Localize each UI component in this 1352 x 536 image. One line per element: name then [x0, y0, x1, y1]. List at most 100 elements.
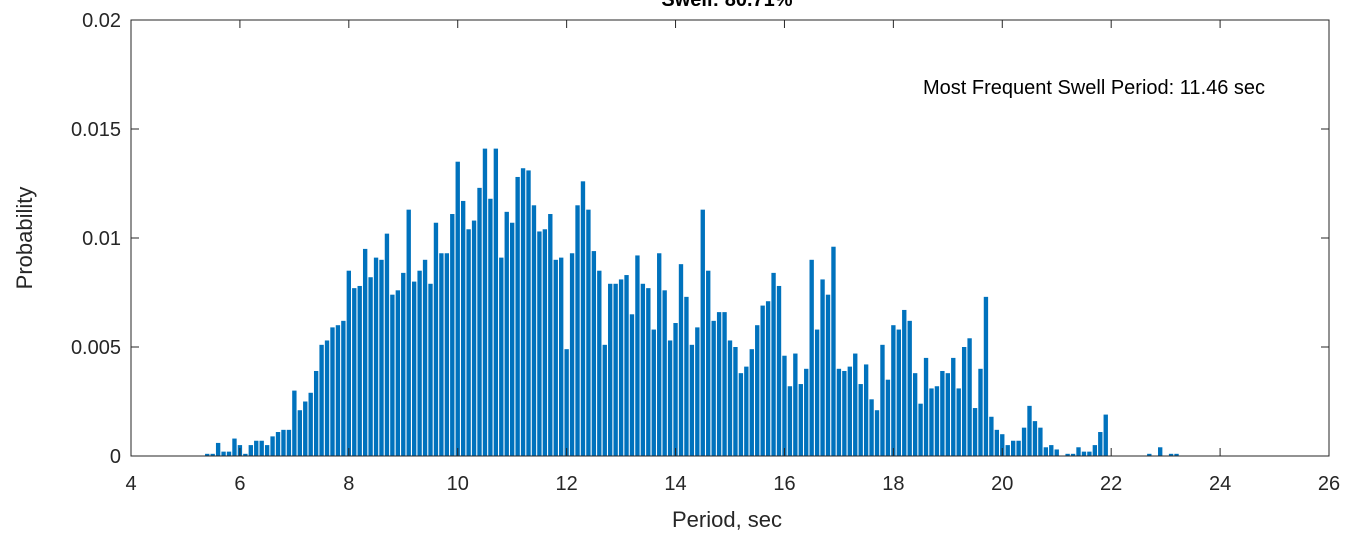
- histogram-bar: [564, 349, 569, 456]
- histogram-bar: [978, 368, 983, 456]
- histogram-bar: [1054, 449, 1059, 456]
- histogram-bar: [902, 309, 907, 456]
- histogram-bar: [793, 353, 798, 456]
- histogram-bar: [765, 301, 771, 456]
- y-axis-ticks: 0 0.005 0.01 0.015 0.02: [71, 10, 1329, 468]
- histogram-bar: [961, 347, 967, 456]
- histogram-bar: [923, 357, 929, 456]
- histogram-bar: [706, 270, 711, 456]
- histogram-bar: [243, 453, 248, 456]
- histogram-bar: [847, 366, 852, 456]
- histogram-bar: [651, 329, 656, 456]
- histogram-bar: [613, 283, 618, 456]
- histogram-bar: [439, 253, 444, 456]
- histogram-bar: [1065, 453, 1070, 456]
- histogram-bar: [210, 453, 215, 456]
- histogram-bar: [678, 264, 684, 456]
- histogram-bar: [700, 209, 705, 456]
- histogram-bar: [842, 370, 847, 456]
- x-axis-ticks: 4 6 8 10 12 14 16 18 20 22 24 26: [125, 20, 1340, 495]
- histogram-bar: [945, 373, 950, 456]
- histogram-bar: [205, 453, 210, 456]
- histogram-bar: [825, 294, 831, 456]
- histogram-bar: [460, 200, 466, 456]
- y-tick-label: 0.02: [82, 10, 121, 32]
- histogram-bar: [667, 340, 673, 456]
- histogram-bar: [711, 320, 716, 456]
- histogram-bar: [401, 272, 406, 456]
- histogram-bar: [885, 379, 891, 456]
- histogram-bar: [444, 253, 450, 456]
- histogram-bar: [395, 290, 401, 456]
- histogram-bar: [907, 320, 912, 456]
- histogram-bar: [814, 329, 820, 456]
- histogram-bar: [618, 279, 624, 456]
- histogram-bar: [983, 296, 989, 456]
- histogram-bar: [254, 440, 259, 456]
- histogram-bar: [368, 277, 373, 456]
- histogram-bar: [929, 388, 934, 456]
- histogram-bars: [205, 148, 1179, 457]
- histogram-bar: [1147, 453, 1152, 456]
- histogram-bar: [624, 275, 629, 456]
- histogram-bar: [836, 368, 842, 456]
- histogram-bar: [722, 312, 727, 456]
- histogram-bar: [292, 390, 297, 456]
- histogram-bar: [1038, 427, 1043, 456]
- histogram-bar: [286, 429, 292, 456]
- histogram-bar: [749, 349, 754, 456]
- histogram-bar: [863, 364, 869, 456]
- chart-title: Swell: 80.71%: [661, 0, 792, 11]
- histogram-bar: [297, 410, 302, 456]
- histogram-bar: [1076, 447, 1081, 456]
- histogram-bar: [1010, 440, 1016, 456]
- histogram-bar: [1043, 447, 1049, 456]
- histogram-bar: [787, 386, 793, 456]
- histogram-bar: [357, 285, 362, 456]
- x-tick-label: 20: [991, 473, 1013, 495]
- histogram-bar: [831, 246, 836, 456]
- histogram-bar: [934, 386, 940, 456]
- histogram-bar: [994, 429, 1000, 456]
- histogram-bar: [1032, 421, 1038, 456]
- most-frequent-annotation: Most Frequent Swell Period: 11.46 sec: [923, 77, 1265, 99]
- histogram-bar: [1005, 445, 1010, 456]
- histogram-bar: [324, 340, 330, 456]
- histogram-bar: [232, 438, 237, 456]
- histogram-bar: [406, 209, 411, 456]
- histogram-bar: [646, 288, 651, 456]
- histogram-bar: [1070, 453, 1076, 456]
- histogram-bar: [542, 229, 548, 456]
- histogram-bar: [967, 338, 972, 456]
- histogram-bar: [482, 148, 488, 456]
- histogram-bar: [1027, 405, 1032, 456]
- histogram-bar: [1049, 445, 1054, 456]
- histogram-bar: [755, 325, 760, 456]
- x-tick-label: 24: [1209, 473, 1231, 495]
- histogram-bar: [488, 198, 493, 456]
- histogram-bar: [880, 344, 885, 456]
- histogram-bar: [896, 329, 901, 456]
- histogram-bar: [346, 270, 351, 456]
- histogram-bar: [591, 251, 597, 456]
- x-tick-label: 8: [343, 473, 354, 495]
- histogram-bar: [510, 222, 515, 456]
- histogram-bar: [428, 283, 433, 456]
- histogram-bar: [1021, 427, 1027, 456]
- histogram-bar: [820, 279, 825, 456]
- histogram-bar: [608, 283, 613, 456]
- x-tick-label: 4: [125, 473, 136, 495]
- y-tick-label: 0.005: [71, 337, 121, 359]
- histogram-bar: [640, 283, 646, 456]
- histogram-bar: [1168, 453, 1174, 456]
- histogram-bar: [548, 214, 553, 456]
- histogram-bar: [912, 373, 918, 456]
- x-tick-label: 12: [556, 473, 578, 495]
- y-tick-label: 0.01: [82, 228, 121, 250]
- x-tick-label: 6: [234, 473, 245, 495]
- histogram-bar: [362, 248, 368, 456]
- histogram-bar: [597, 270, 602, 456]
- histogram-bar: [559, 257, 564, 456]
- histogram-bar: [972, 408, 978, 456]
